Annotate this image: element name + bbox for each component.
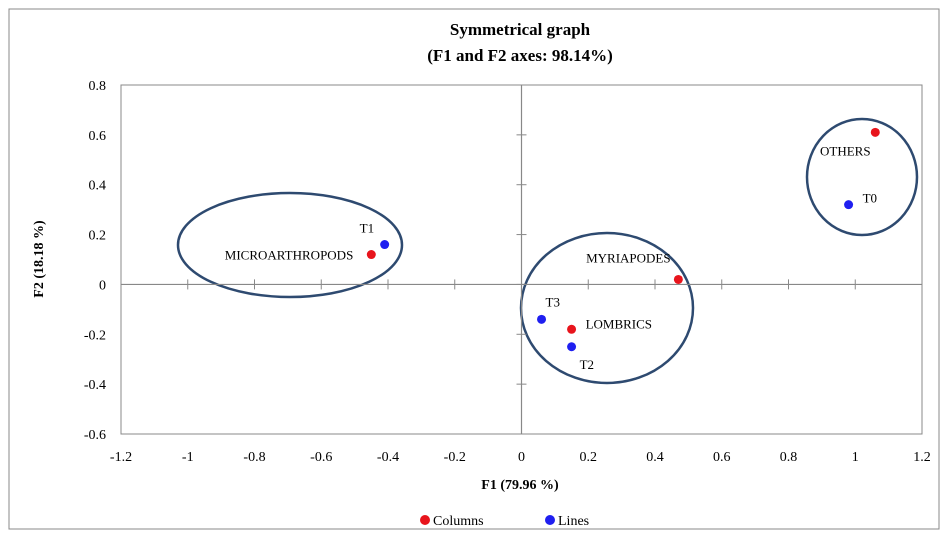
point-t1: [380, 240, 390, 250]
x-tick-label: 0: [518, 450, 525, 465]
point-others: [870, 127, 880, 137]
point-label-t0: T0: [863, 191, 877, 206]
chart-title: Symmetrical graph: [450, 20, 591, 39]
x-tick-label: -0.2: [444, 450, 466, 465]
point-label-others: OTHERS: [820, 143, 871, 158]
legend-label-lines: Lines: [558, 514, 589, 529]
y-tick-labels: 0.8 0.6 0.4 0.2 0 -0.2 -0.4 -0.6: [84, 79, 106, 443]
y-tick-label: 0.6: [89, 129, 107, 144]
y-tick-label: 0.4: [89, 179, 107, 194]
point-label-t2: T2: [580, 357, 594, 372]
data-points: OTHERS MICROARTHROPODS MYRIAPODES LOMBRICS T…: [225, 127, 880, 372]
chart-subtitle: (F1 and F2 axes: 98.14%): [427, 46, 613, 65]
cluster-ellipses: [176, 117, 919, 385]
y-tick-label: -0.4: [84, 378, 106, 393]
legend: Columns Lines: [420, 514, 589, 529]
point-label-lombrics: LOMBRICS: [586, 316, 652, 331]
y-tick-label: 0: [99, 278, 106, 293]
y-axis-label: F2 (18.18 %): [32, 220, 47, 298]
x-tick-label: -1.2: [110, 450, 132, 465]
y-tick-label: 0.2: [89, 229, 107, 244]
x-tick-label: -1: [182, 450, 194, 465]
point-microarthropods: [366, 250, 376, 260]
point-t2: [567, 342, 577, 352]
legend-marker-lines: [545, 515, 555, 525]
point-label-t3: T3: [546, 294, 560, 309]
point-label-myriapodes: MYRIAPODES: [586, 250, 671, 265]
y-tick-label: -0.2: [84, 328, 106, 343]
x-tick-label: 0.2: [580, 450, 598, 465]
x-tick-label: 0.4: [646, 450, 664, 465]
point-lombrics: [567, 324, 577, 334]
axes: [120, 84, 923, 435]
point-myriapodes: [673, 274, 683, 284]
point-t3: [537, 314, 547, 324]
point-label-microarthropods: MICROARTHROPODS: [225, 248, 354, 263]
cluster-ellipse-others: [805, 117, 919, 237]
x-tick-label: -0.4: [377, 450, 399, 465]
y-tick-label: 0.8: [89, 79, 107, 94]
point-t0: [844, 200, 854, 210]
x-axis-label: F1 (79.96 %): [481, 478, 559, 493]
chart-frame: [8, 8, 940, 530]
x-tick-label: 0.6: [713, 450, 731, 465]
point-label-t1: T1: [360, 221, 374, 236]
x-tick-label: 0.8: [780, 450, 798, 465]
y-tick-label: -0.6: [84, 428, 106, 443]
x-tick-labels: -1.2 -1 -0.8 -0.6 -0.4 -0.2 0 0.2 0.4 0.6 0.8 1 1.2: [110, 450, 931, 465]
x-tick-label: 1.2: [913, 450, 931, 465]
x-tick-label: -0.8: [243, 450, 265, 465]
legend-marker-columns: [420, 515, 430, 525]
legend-label-columns: Columns: [433, 514, 484, 529]
x-tick-label: -0.6: [310, 450, 332, 465]
x-tick-label: 1: [852, 450, 859, 465]
cluster-ellipse-microarthropods: [176, 191, 404, 299]
